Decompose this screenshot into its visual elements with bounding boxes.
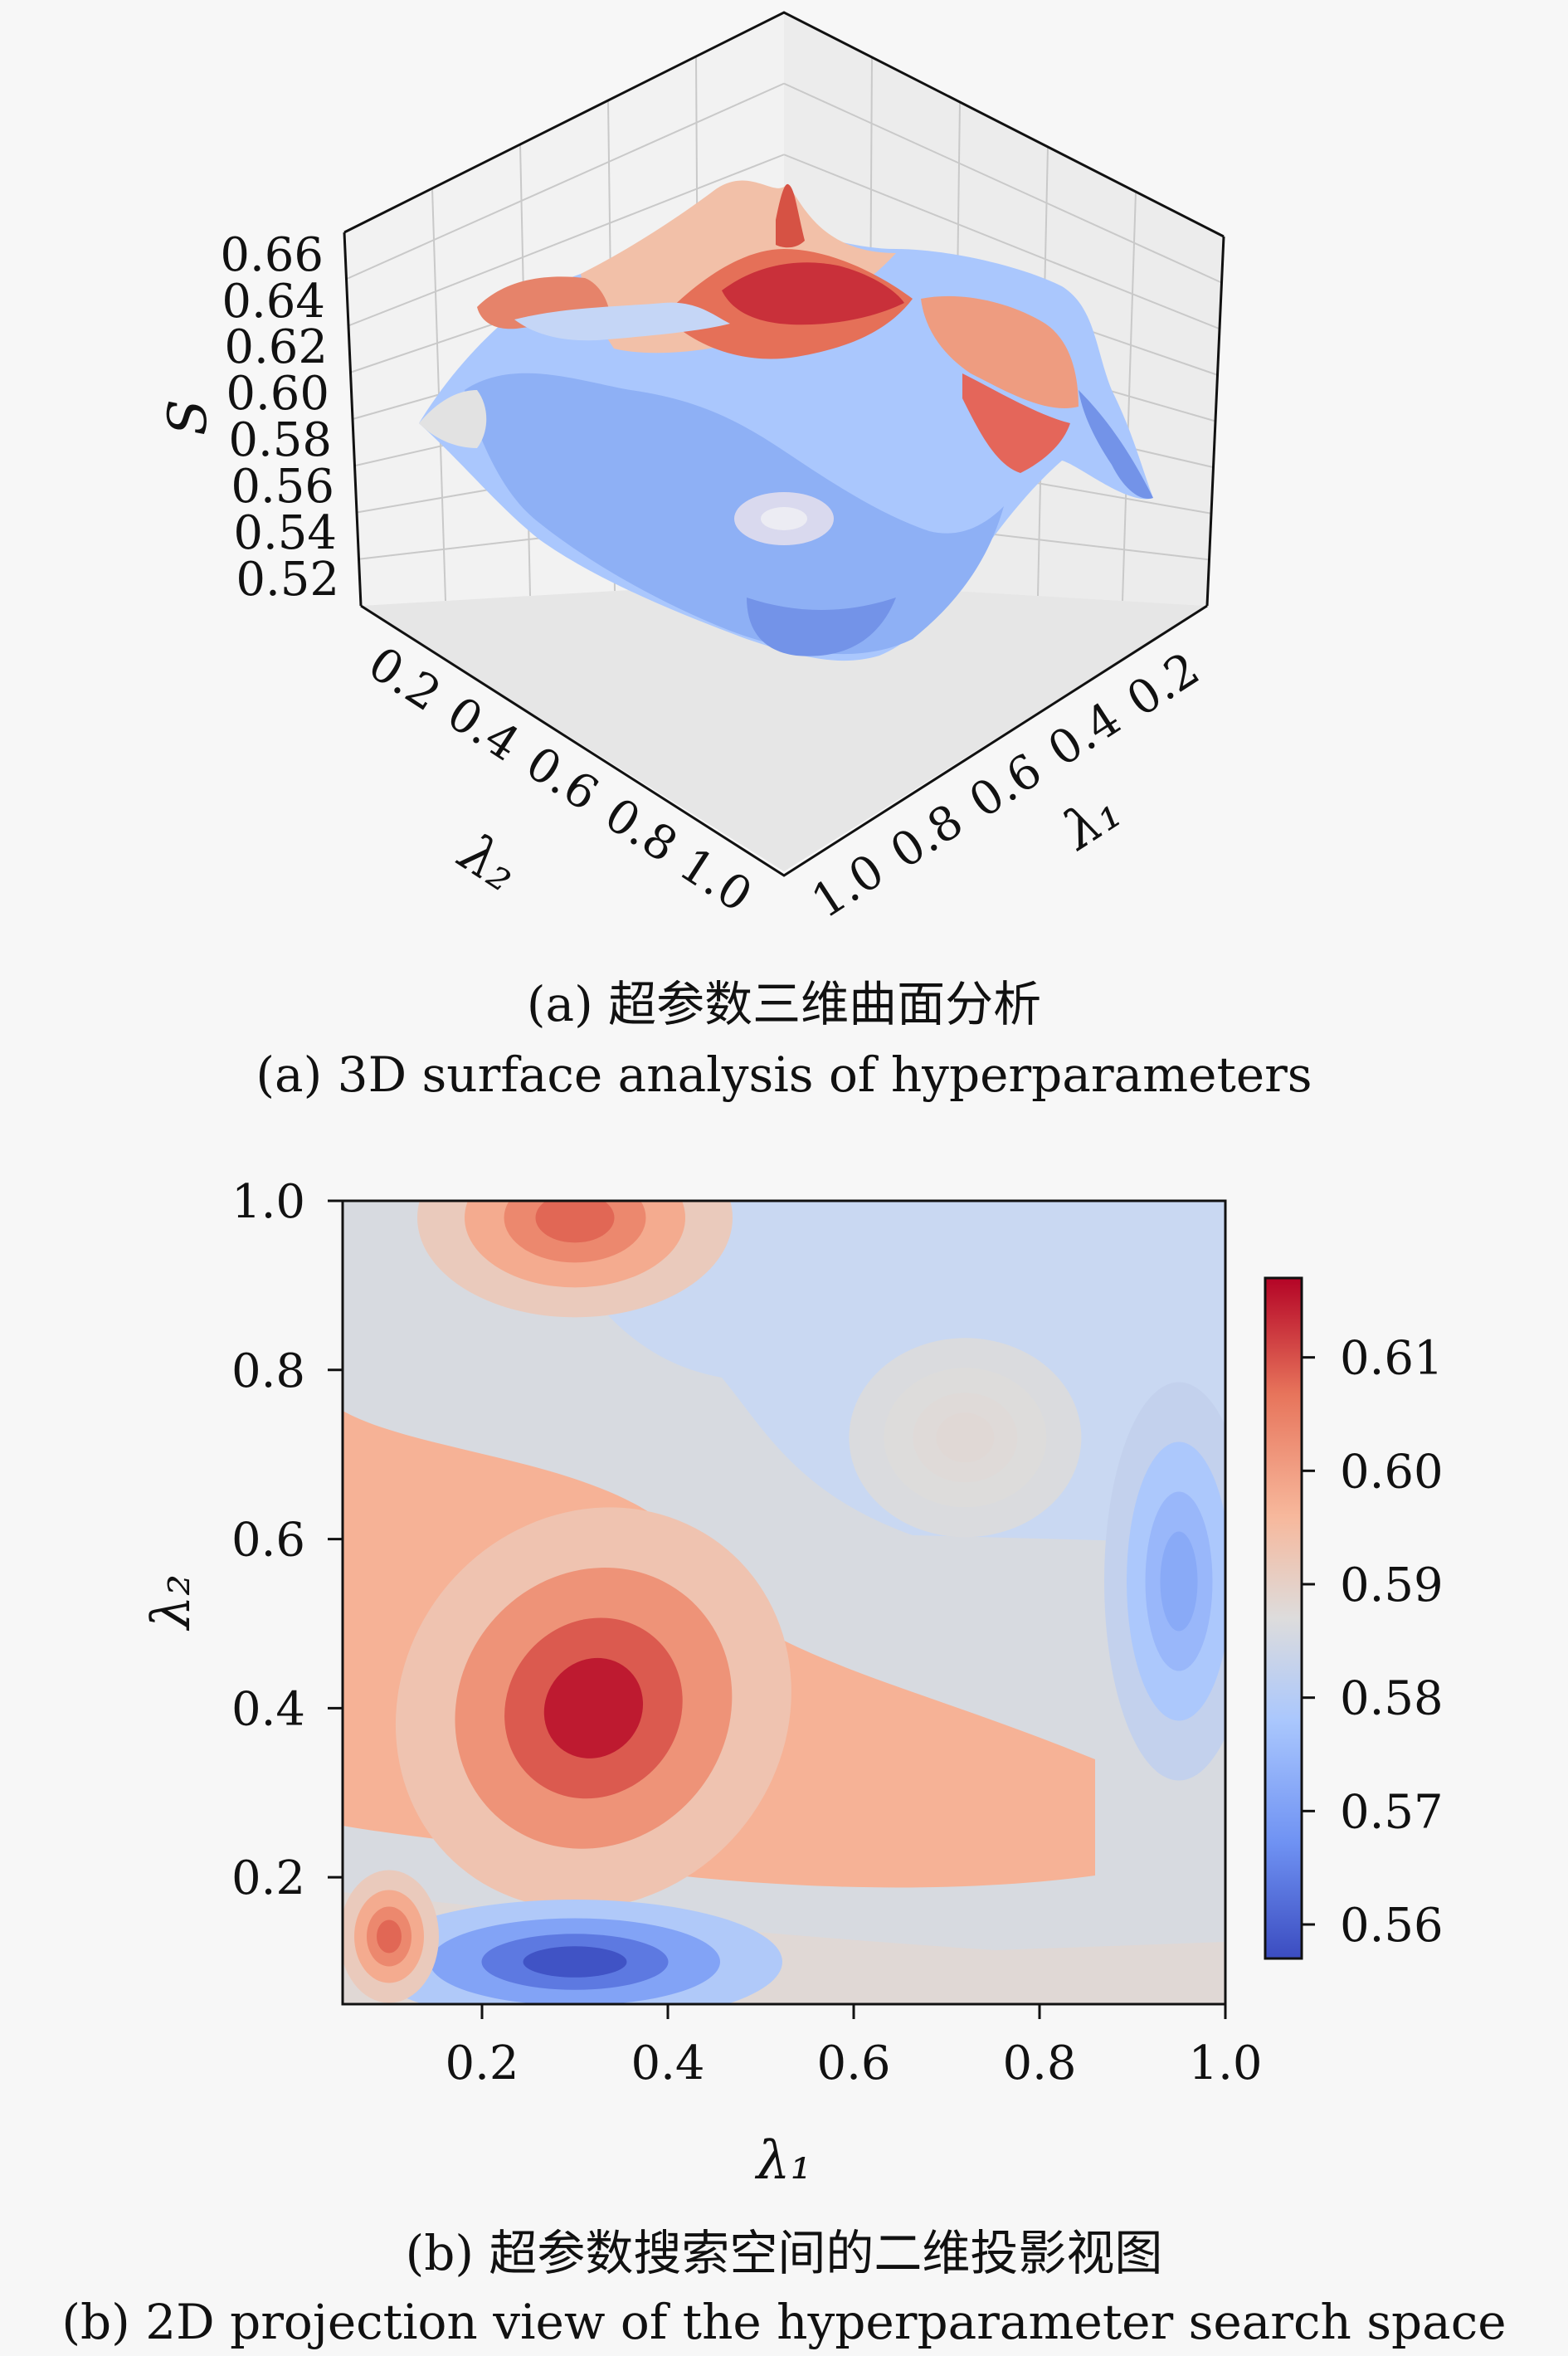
heatmap	[343, 1201, 1225, 2004]
z-tick: 0.54	[233, 506, 337, 560]
heatmap-ticks: 0.2 0.4 0.6 0.8 1.0 0.2 0.4 0.6 0.8 1.0	[231, 1175, 1263, 2090]
colorbar-tick-label: 0.61	[1340, 1332, 1444, 1386]
caption-a-zh: (a) 超参数三维曲面分析	[527, 976, 1041, 1032]
heatmap-feature-3	[936, 1412, 995, 1463]
heatmap-plot: 0.2 0.4 0.6 0.8 1.0 0.2 0.4 0.6 0.8 1.0 λ₁ λ₂ 0.6…	[141, 1175, 1444, 2192]
z-tick: 0.64	[222, 275, 325, 329]
grid-line	[783, 82, 1222, 284]
y-tick-label: 0.2	[231, 1851, 305, 1905]
y-tick-label: 0.6	[231, 1514, 305, 1568]
x3d-tick: 0.8	[881, 794, 972, 880]
z-tick: 0.58	[228, 413, 332, 467]
box-edge-bottom	[360, 604, 1208, 877]
heatmap-feature-1	[523, 1946, 627, 1978]
box-edge-right	[1205, 236, 1225, 607]
y-tick-label: 1.0	[231, 1175, 305, 1229]
lambda1-axis-label-3d: λ₁	[1050, 780, 1132, 863]
z-tick: 0.62	[224, 320, 328, 374]
colorbar-tick-label: 0.60	[1340, 1445, 1444, 1499]
caption-b-zh: (b) 超参数搜索空间的二维投影视图	[406, 2225, 1163, 2281]
colorbar-ticks: 0.61 0.60 0.59 0.58 0.57 0.56	[1302, 1332, 1444, 1953]
heatmap-frame	[341, 1199, 1227, 2006]
z-tick-labels: 0.66 0.64 0.62 0.60 0.58 0.56 0.54 0.52	[220, 228, 339, 607]
lambda2-axis-label-3d: λ₂	[447, 822, 528, 905]
z-tick: 0.66	[220, 228, 324, 282]
x3d-tick: 0.6	[960, 744, 1051, 829]
colorbar-tick-label: 0.57	[1340, 1785, 1444, 1839]
x3d-tick: 1.0	[802, 844, 894, 929]
colorbar-tick-label: 0.56	[1340, 1899, 1444, 1953]
heatmap-feature-4	[377, 1919, 402, 1954]
caption-a-en: (a) 3D surface analysis of hyperparamete…	[256, 1046, 1312, 1103]
grid-line	[783, 154, 1220, 330]
pane-floor	[361, 581, 1207, 871]
colorbar	[1264, 1276, 1303, 1960]
x-tick-label: 0.6	[816, 2037, 890, 2090]
grid-line	[348, 154, 785, 327]
box-edge-top	[343, 11, 1225, 238]
y-axis-label: λ₂	[141, 1574, 202, 1632]
z-tick: 0.52	[236, 553, 339, 607]
colorbar-tick-label: 0.59	[1340, 1558, 1444, 1612]
x-tick-label: 1.0	[1188, 2037, 1262, 2090]
grid-line	[346, 82, 785, 280]
z-axis-label: S	[158, 399, 219, 436]
heatmap-feature-0	[543, 1657, 644, 1758]
box-edge-left	[343, 232, 363, 607]
z-tick: 0.60	[226, 367, 329, 421]
x-tick-label: 0.2	[445, 2037, 519, 2090]
grid-line	[1122, 191, 1137, 602]
caption-b-en: (b) 2D projection view of the hyperparam…	[61, 2294, 1506, 2350]
z-tick: 0.56	[231, 460, 334, 514]
heatmap-feature-2	[535, 1201, 615, 1243]
y-tick-label: 0.8	[231, 1344, 305, 1398]
x-tick-label: 0.4	[631, 2037, 704, 2090]
y-tick-label: 0.4	[231, 1682, 305, 1736]
surface-plot: 0.66 0.64 0.62 0.60 0.58 0.56 0.54 0.52 …	[158, 11, 1225, 929]
heatmap-feature-5	[1160, 1531, 1198, 1632]
surface	[419, 180, 1153, 661]
colorbar-tick-label: 0.58	[1340, 1672, 1444, 1726]
y3d-tick: 1.0	[670, 837, 761, 923]
x-tick-label: 0.8	[1002, 2037, 1076, 2090]
x-axis-label: λ₁	[754, 2130, 811, 2192]
